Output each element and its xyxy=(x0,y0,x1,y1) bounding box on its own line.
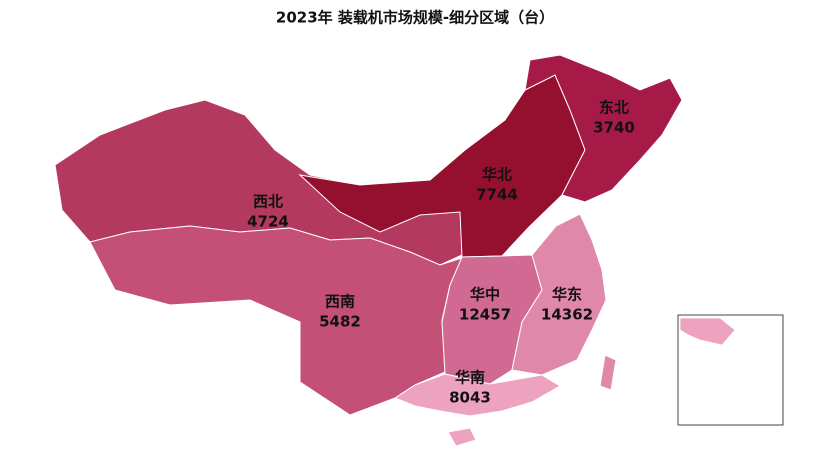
inset-frame xyxy=(677,314,784,426)
region-value: 14362 xyxy=(541,306,593,324)
region-name: 华中 xyxy=(470,286,500,304)
region-area xyxy=(599,354,617,391)
region-value: 12457 xyxy=(459,306,511,324)
region-name: 华南 xyxy=(455,369,485,387)
region-area xyxy=(524,54,683,203)
region-value: 7744 xyxy=(476,186,518,204)
region-name: 华东 xyxy=(552,286,582,304)
regions: 西北 4724 西南 5482 华北 7744 东北 3740 华中 12457 华东 14362 华南… xyxy=(54,54,683,447)
region-area xyxy=(447,427,477,447)
chart-title: 2023年 装载机市场规模-细分区域（台） xyxy=(276,9,554,27)
region-name: 西南 xyxy=(325,293,355,311)
region-name: 东北 xyxy=(599,99,629,117)
region-area xyxy=(89,225,463,416)
region-value: 4724 xyxy=(247,213,289,231)
inset-coast xyxy=(679,317,736,346)
region-value: 5482 xyxy=(319,313,361,331)
region-value: 3740 xyxy=(593,119,635,137)
region-name: 华北 xyxy=(482,166,512,184)
region-name: 西北 xyxy=(253,193,283,211)
region-value: 8043 xyxy=(449,389,491,407)
region-area xyxy=(393,373,561,417)
region-area xyxy=(511,213,607,376)
